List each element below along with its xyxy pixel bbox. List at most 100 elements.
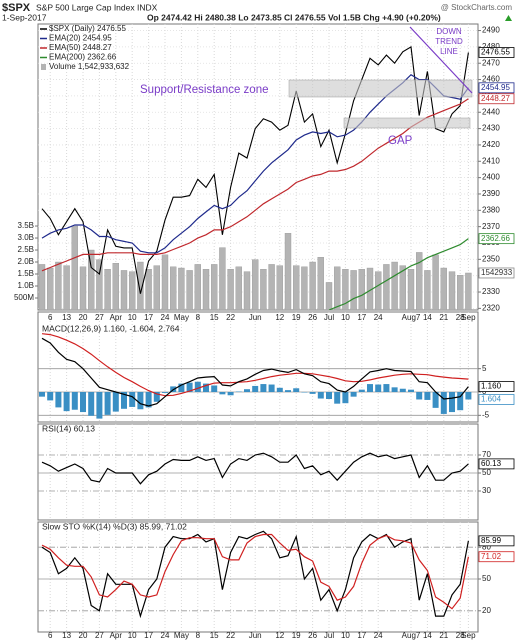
bar [219,392,226,395]
x-tick-label: 12 [275,313,284,322]
bar [309,261,316,310]
x-tick-label: 26 [308,631,317,640]
bar [358,389,365,392]
y-tick-label: 20 [482,606,491,615]
y-tick-label: 2370 [482,222,500,231]
bar [268,264,275,310]
x-tick-label: 27 [95,631,104,640]
date: 1-Sep-2017 [2,12,47,22]
bar [276,387,283,392]
bar [88,392,95,416]
legend-label: Volume 1,542,933,632 [49,62,130,71]
y-tick-label: 2330 [482,287,500,296]
y2-tick-label: 500M [14,293,34,302]
symbol: $SPX [2,2,31,14]
bar [350,392,357,397]
y-tick-label: 50 [482,468,491,477]
plot-area [38,522,478,632]
bar [383,384,390,392]
bar [153,265,161,310]
x-tick-label: 10 [128,313,137,322]
bar [260,384,267,392]
x-tick-label: 28 [456,313,465,322]
x-tick-label: Apr [110,631,123,640]
y2-tick-label: 3.0B [18,233,34,242]
bar [424,392,431,400]
y-tick-label: 2420 [482,140,500,149]
bar [284,233,292,310]
x-tick-label: May [174,313,189,322]
y2-tick-label: 1.5B [18,269,34,278]
value-badge-box [478,82,515,94]
y-tick-label: 70 [482,450,491,459]
x-tick-label: Sep [461,313,476,322]
bar [416,392,423,400]
x-tick-label: 24 [374,313,383,322]
value-badge-box [478,233,515,245]
x-tick-label: Jul [324,631,334,640]
x-tick-label: 28 [456,631,465,640]
bar [285,390,291,392]
bar [334,392,341,404]
bar [276,265,283,310]
bar [367,384,373,392]
bar [112,392,119,412]
bar [211,385,218,392]
source: @ StockCharts.com [441,3,513,12]
y2-tick-label: 2.5B [18,245,34,254]
bar [408,389,414,392]
bar [449,392,455,413]
x-tick-label: 24 [161,313,170,322]
bar [432,392,439,408]
value-badge: 1.160 [481,382,502,391]
bar [71,392,78,410]
support-zone [288,79,473,98]
x-tick-label: 17 [357,313,366,322]
y-tick-label: 2400 [482,173,500,182]
bar [399,388,406,392]
bar [416,252,423,310]
value-badge: 2362.66 [481,234,510,243]
bar [169,266,177,310]
bar [342,392,349,404]
bar [424,270,431,310]
x-tick-label: Jun [249,313,262,322]
bar [79,266,87,310]
x-tick-label: 27 [95,313,104,322]
bar [129,392,136,407]
x-tick-label: 17 [357,631,366,640]
bar [194,381,201,392]
bar [457,392,464,411]
panel-title: Slow STO %K(14) %D(3) 85.99, 71.02 [42,521,187,531]
x-tick-label: 13 [62,313,71,322]
x-tick-label: 14 [423,313,432,322]
series-line [41,45,469,294]
x-tick-label: 19 [292,631,301,640]
security-name: S&P 500 Large Cap Index INDX [36,2,158,12]
bar [186,270,193,310]
y-tick-label: 80 [482,542,491,551]
y-tick-label: 2490 [482,26,500,35]
bar [121,392,127,409]
x-tick-label: 22 [226,631,235,640]
legend-swatch [41,64,46,70]
bar [178,267,185,310]
bar [202,269,210,310]
y-tick-label: -5 [482,410,490,419]
y-tick-label: 2410 [482,156,500,165]
series-line [328,238,469,310]
value-badge-box [478,381,515,392]
y-tick-label: 2380 [482,205,500,214]
x-tick-label: 15 [210,313,219,322]
value-badge-box [478,551,515,563]
bar [219,247,226,310]
bar [334,266,341,310]
value-badge: 1542933 [481,268,513,277]
bar [104,269,111,310]
x-tick-label: May [174,631,189,640]
y-tick-label: 2480 [482,42,500,51]
bar [63,265,70,310]
value-badge: 2454.95 [481,83,510,92]
bar [39,392,45,397]
bar [145,392,152,408]
